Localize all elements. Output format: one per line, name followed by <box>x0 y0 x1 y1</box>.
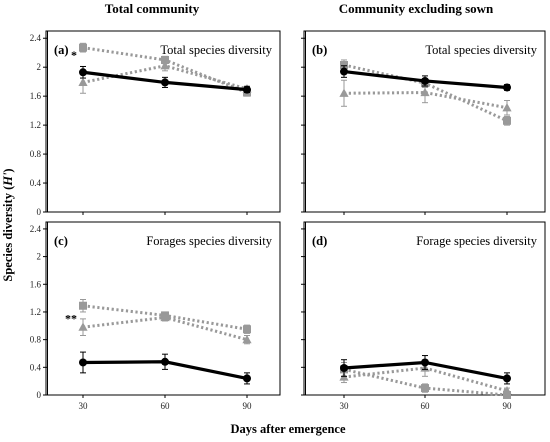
y-tick-label: 1.2 <box>30 307 41 317</box>
data-point-square <box>79 43 87 52</box>
data-point-circle <box>340 364 348 373</box>
y-tick-label: 2 <box>37 62 42 72</box>
data-point-square <box>243 325 251 334</box>
x-axis-label: Days after emergence <box>231 422 346 436</box>
panel-tag: (d) <box>312 234 327 248</box>
y-tick-label: 1.6 <box>30 279 42 289</box>
x-tick-label: 90 <box>503 401 513 411</box>
data-point-square <box>503 116 511 125</box>
plot-frame <box>45 30 281 213</box>
data-point-circle <box>161 78 169 87</box>
data-point-circle <box>243 374 251 383</box>
data-point-circle <box>503 374 511 383</box>
data-point-circle <box>421 358 429 367</box>
data-point-square <box>161 55 169 64</box>
data-point-square <box>503 391 511 399</box>
x-tick-label: 60 <box>421 401 431 411</box>
data-point-circle <box>421 76 429 85</box>
data-point-triangle <box>242 334 252 344</box>
data-point-square <box>340 61 348 70</box>
data-point-triangle <box>78 77 88 87</box>
y-tick-label: 1.2 <box>30 120 41 130</box>
panel-a: 0 0.4 0.8 1.2 1.6 2 2.4 (a) Total species divers… <box>30 30 281 217</box>
data-point-circle <box>79 68 87 77</box>
column-title-right: Community excluding sown <box>339 1 494 16</box>
series-solid-circle <box>79 351 251 385</box>
data-point-circle <box>161 357 169 366</box>
y-tick-label: 0.8 <box>30 149 42 159</box>
panels-group: 0 0.4 0.8 1.2 1.6 2 2.4 (a) Total species divers… <box>30 30 546 411</box>
significance-annotation: ** <box>65 311 77 325</box>
x-tick-label: 30 <box>79 401 89 411</box>
data-point-triangle <box>339 88 349 97</box>
significance-annotation: * <box>71 48 77 62</box>
series-solid-circle <box>340 355 511 385</box>
y-axis-label: Species diversity (H') <box>1 168 15 281</box>
panel-c: 0 0.4 0.8 1.2 1.6 2 2.4 30 60 90 (c) Forages specie… <box>30 221 281 411</box>
column-title-left: Total community <box>105 1 200 16</box>
y-tick-label: 0 <box>37 207 42 217</box>
y-tick-label: 0.4 <box>30 362 42 372</box>
panel-title: Forages species diversity <box>146 234 272 248</box>
y-tick-label: 2 <box>37 252 42 262</box>
data-point-square <box>79 301 87 310</box>
series-solid-circle <box>340 65 511 92</box>
y-tick-label: 0.8 <box>30 335 42 345</box>
panel-title: Total species diversity <box>425 43 537 57</box>
data-point-circle <box>243 85 251 94</box>
series-dotted-triangle <box>78 312 252 345</box>
x-tick-label: 60 <box>161 401 171 411</box>
data-point-circle <box>340 67 348 76</box>
data-point-triangle <box>160 60 170 70</box>
panel-tag: (c) <box>54 234 68 248</box>
data-point-triangle <box>160 312 170 322</box>
plot-frame <box>45 221 281 396</box>
panel-title: Total species diversity <box>160 43 272 57</box>
y-tick-label: 0.4 <box>30 178 42 188</box>
data-point-square <box>421 384 429 393</box>
data-point-circle <box>79 358 87 367</box>
data-point-circle <box>503 83 511 92</box>
panel-tag: (b) <box>312 43 327 57</box>
y-tick-label: 2.4 <box>30 33 42 43</box>
data-point-triangle <box>78 322 88 331</box>
data-point-triangle <box>420 87 430 97</box>
panel-d: 30 60 90 (d) Forage species diversity <box>301 221 546 411</box>
series-solid-circle <box>79 65 251 94</box>
y-tick-label: 1.6 <box>30 91 42 101</box>
series-dotted-square <box>79 42 251 97</box>
panel-b: (b) Total species diversity <box>301 30 546 215</box>
y-tick-label: 2.4 <box>30 224 42 234</box>
y-tick-label: 0 <box>37 390 42 400</box>
data-point-triangle <box>502 102 512 112</box>
panel-tag: (a) <box>54 43 69 57</box>
data-point-triangle <box>502 386 512 395</box>
x-tick-label: 90 <box>243 401 253 411</box>
panel-title: Forage species diversity <box>416 234 538 248</box>
x-tick-label: 30 <box>340 401 350 411</box>
